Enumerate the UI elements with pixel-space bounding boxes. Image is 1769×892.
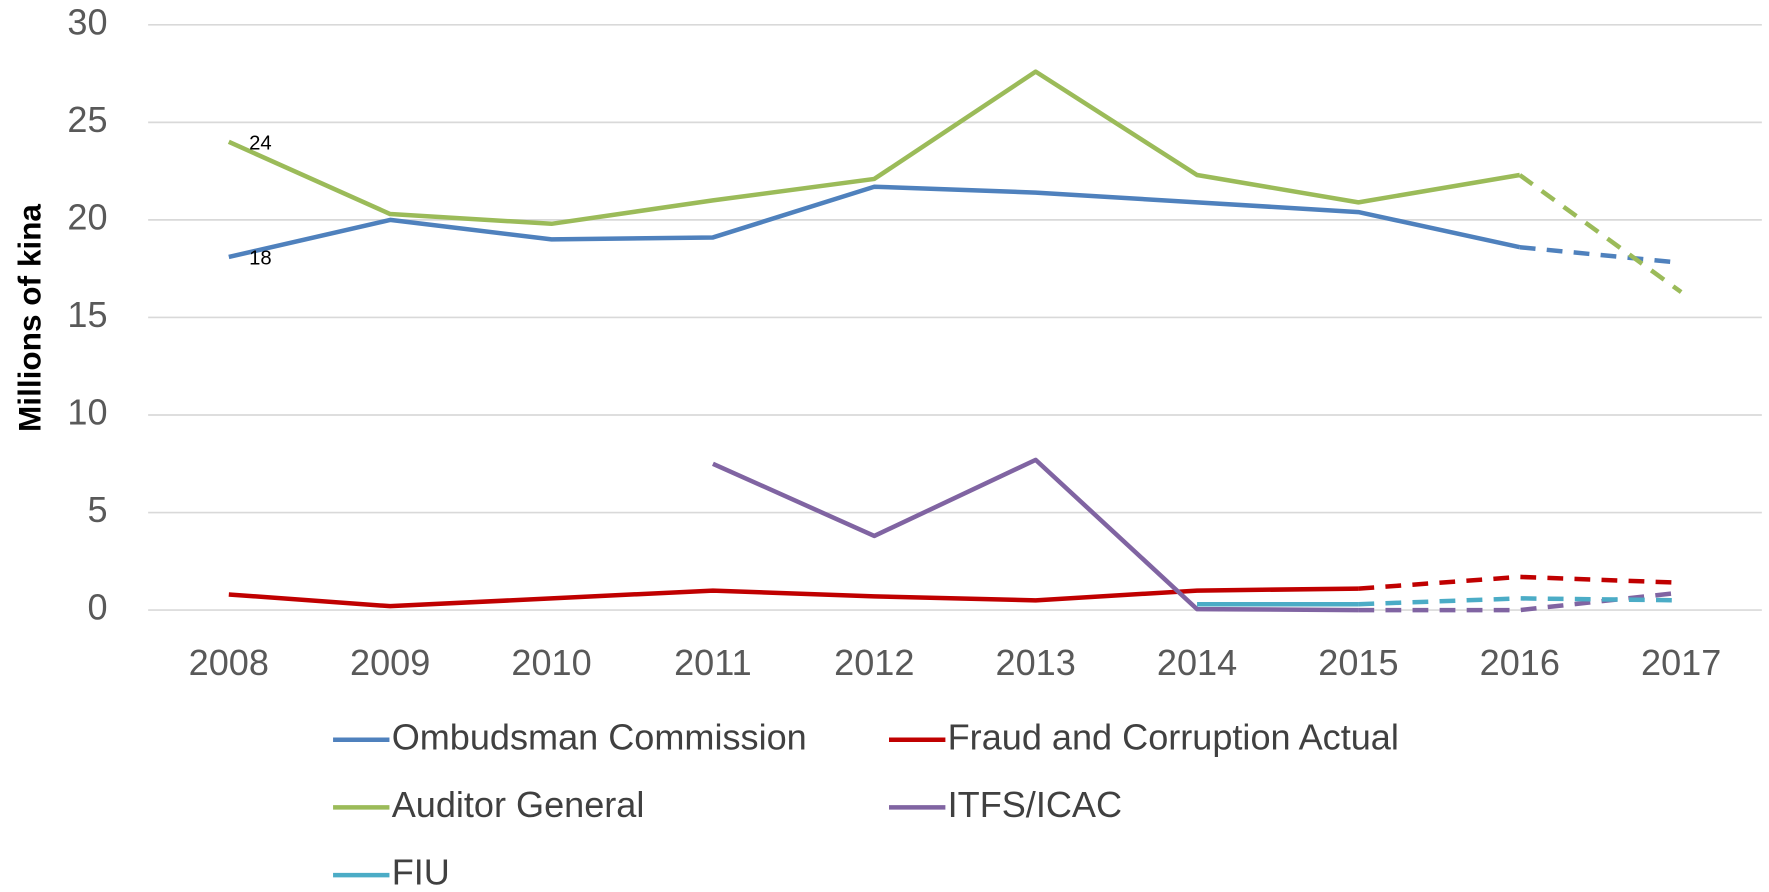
data-label: 24: [249, 132, 272, 154]
x-tick-label: 2015: [1318, 642, 1398, 683]
x-tick-label: 2014: [1157, 642, 1237, 683]
x-tick-label: 2010: [511, 642, 591, 683]
x-tick-label: 2008: [189, 642, 269, 683]
legend-label: Fraud and Corruption Actual: [948, 716, 1399, 757]
legend-label: FIU: [392, 852, 450, 892]
y-tick-label: 0: [87, 587, 107, 628]
data-label: 18: [249, 248, 272, 270]
y-tick-label: 10: [67, 392, 107, 433]
x-tick-label: 2016: [1480, 642, 1560, 683]
x-tick-label: 2013: [996, 642, 1076, 683]
line: [228, 586, 1359, 609]
line-projection: [1518, 173, 1683, 294]
y-axis-label: Millions of kina: [11, 204, 47, 432]
line: [227, 69, 1521, 227]
y-tick-label: 30: [67, 1, 107, 42]
legend-label: ITFS/ICAC: [948, 784, 1122, 825]
y-tick-label: 15: [67, 294, 107, 335]
x-tick-label: 2017: [1641, 642, 1721, 683]
line-projection: [1358, 596, 1682, 607]
line-projection: [1519, 244, 1682, 266]
x-tick-label: 2012: [834, 642, 914, 683]
x-tick-label: 2011: [674, 642, 752, 683]
y-tick-label: 20: [67, 196, 107, 237]
x-tick-label: 2009: [350, 642, 430, 683]
y-tick-label: 5: [87, 489, 107, 530]
y-tick-label: 25: [67, 99, 107, 140]
legend-label: Ombudsman Commission: [392, 716, 807, 757]
legend-label: Auditor General: [392, 784, 645, 825]
line: [228, 184, 1521, 260]
line-projection: [1358, 574, 1682, 591]
line: [712, 457, 1359, 613]
